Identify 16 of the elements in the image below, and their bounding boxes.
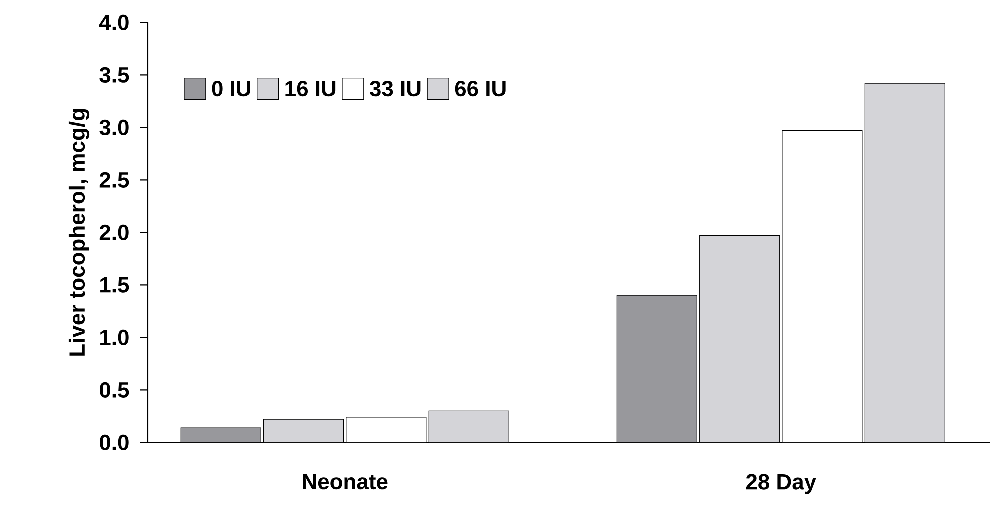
y-tick-label: 4.0 — [99, 14, 129, 30]
legend-label: 16 IU — [286, 81, 336, 97]
y-tick-label: 2.5 — [100, 172, 130, 188]
x-tick-label: Neonate — [303, 474, 388, 490]
y-tick-label: 0.0 — [100, 434, 129, 450]
y-tick-label: 2.0 — [100, 224, 129, 240]
y-tick-label: 3.0 — [100, 120, 129, 136]
legend-label: 66 IU — [455, 81, 506, 97]
legend-label: 0 IU — [212, 81, 250, 97]
y-tick-label: 3.5 — [100, 67, 130, 83]
y-axis-title: Liver tocopherol, mcg/g — [68, 109, 90, 356]
y-tick-label: 1.0 — [100, 330, 129, 346]
x-tick-label: 28 Day — [746, 474, 816, 494]
legend-label: 33 IU — [370, 81, 421, 97]
y-tick-label: 1.5 — [100, 277, 130, 293]
y-tick-label: 0.5 — [100, 382, 130, 398]
